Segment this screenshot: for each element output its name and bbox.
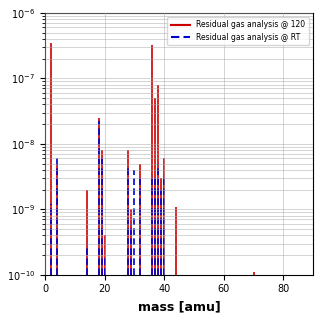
X-axis label: mass [amu]: mass [amu] [138, 300, 220, 313]
Legend: Residual gas analysis @ 120, Residual gas analysis @ RT: Residual gas analysis @ 120, Residual ga… [167, 17, 309, 45]
